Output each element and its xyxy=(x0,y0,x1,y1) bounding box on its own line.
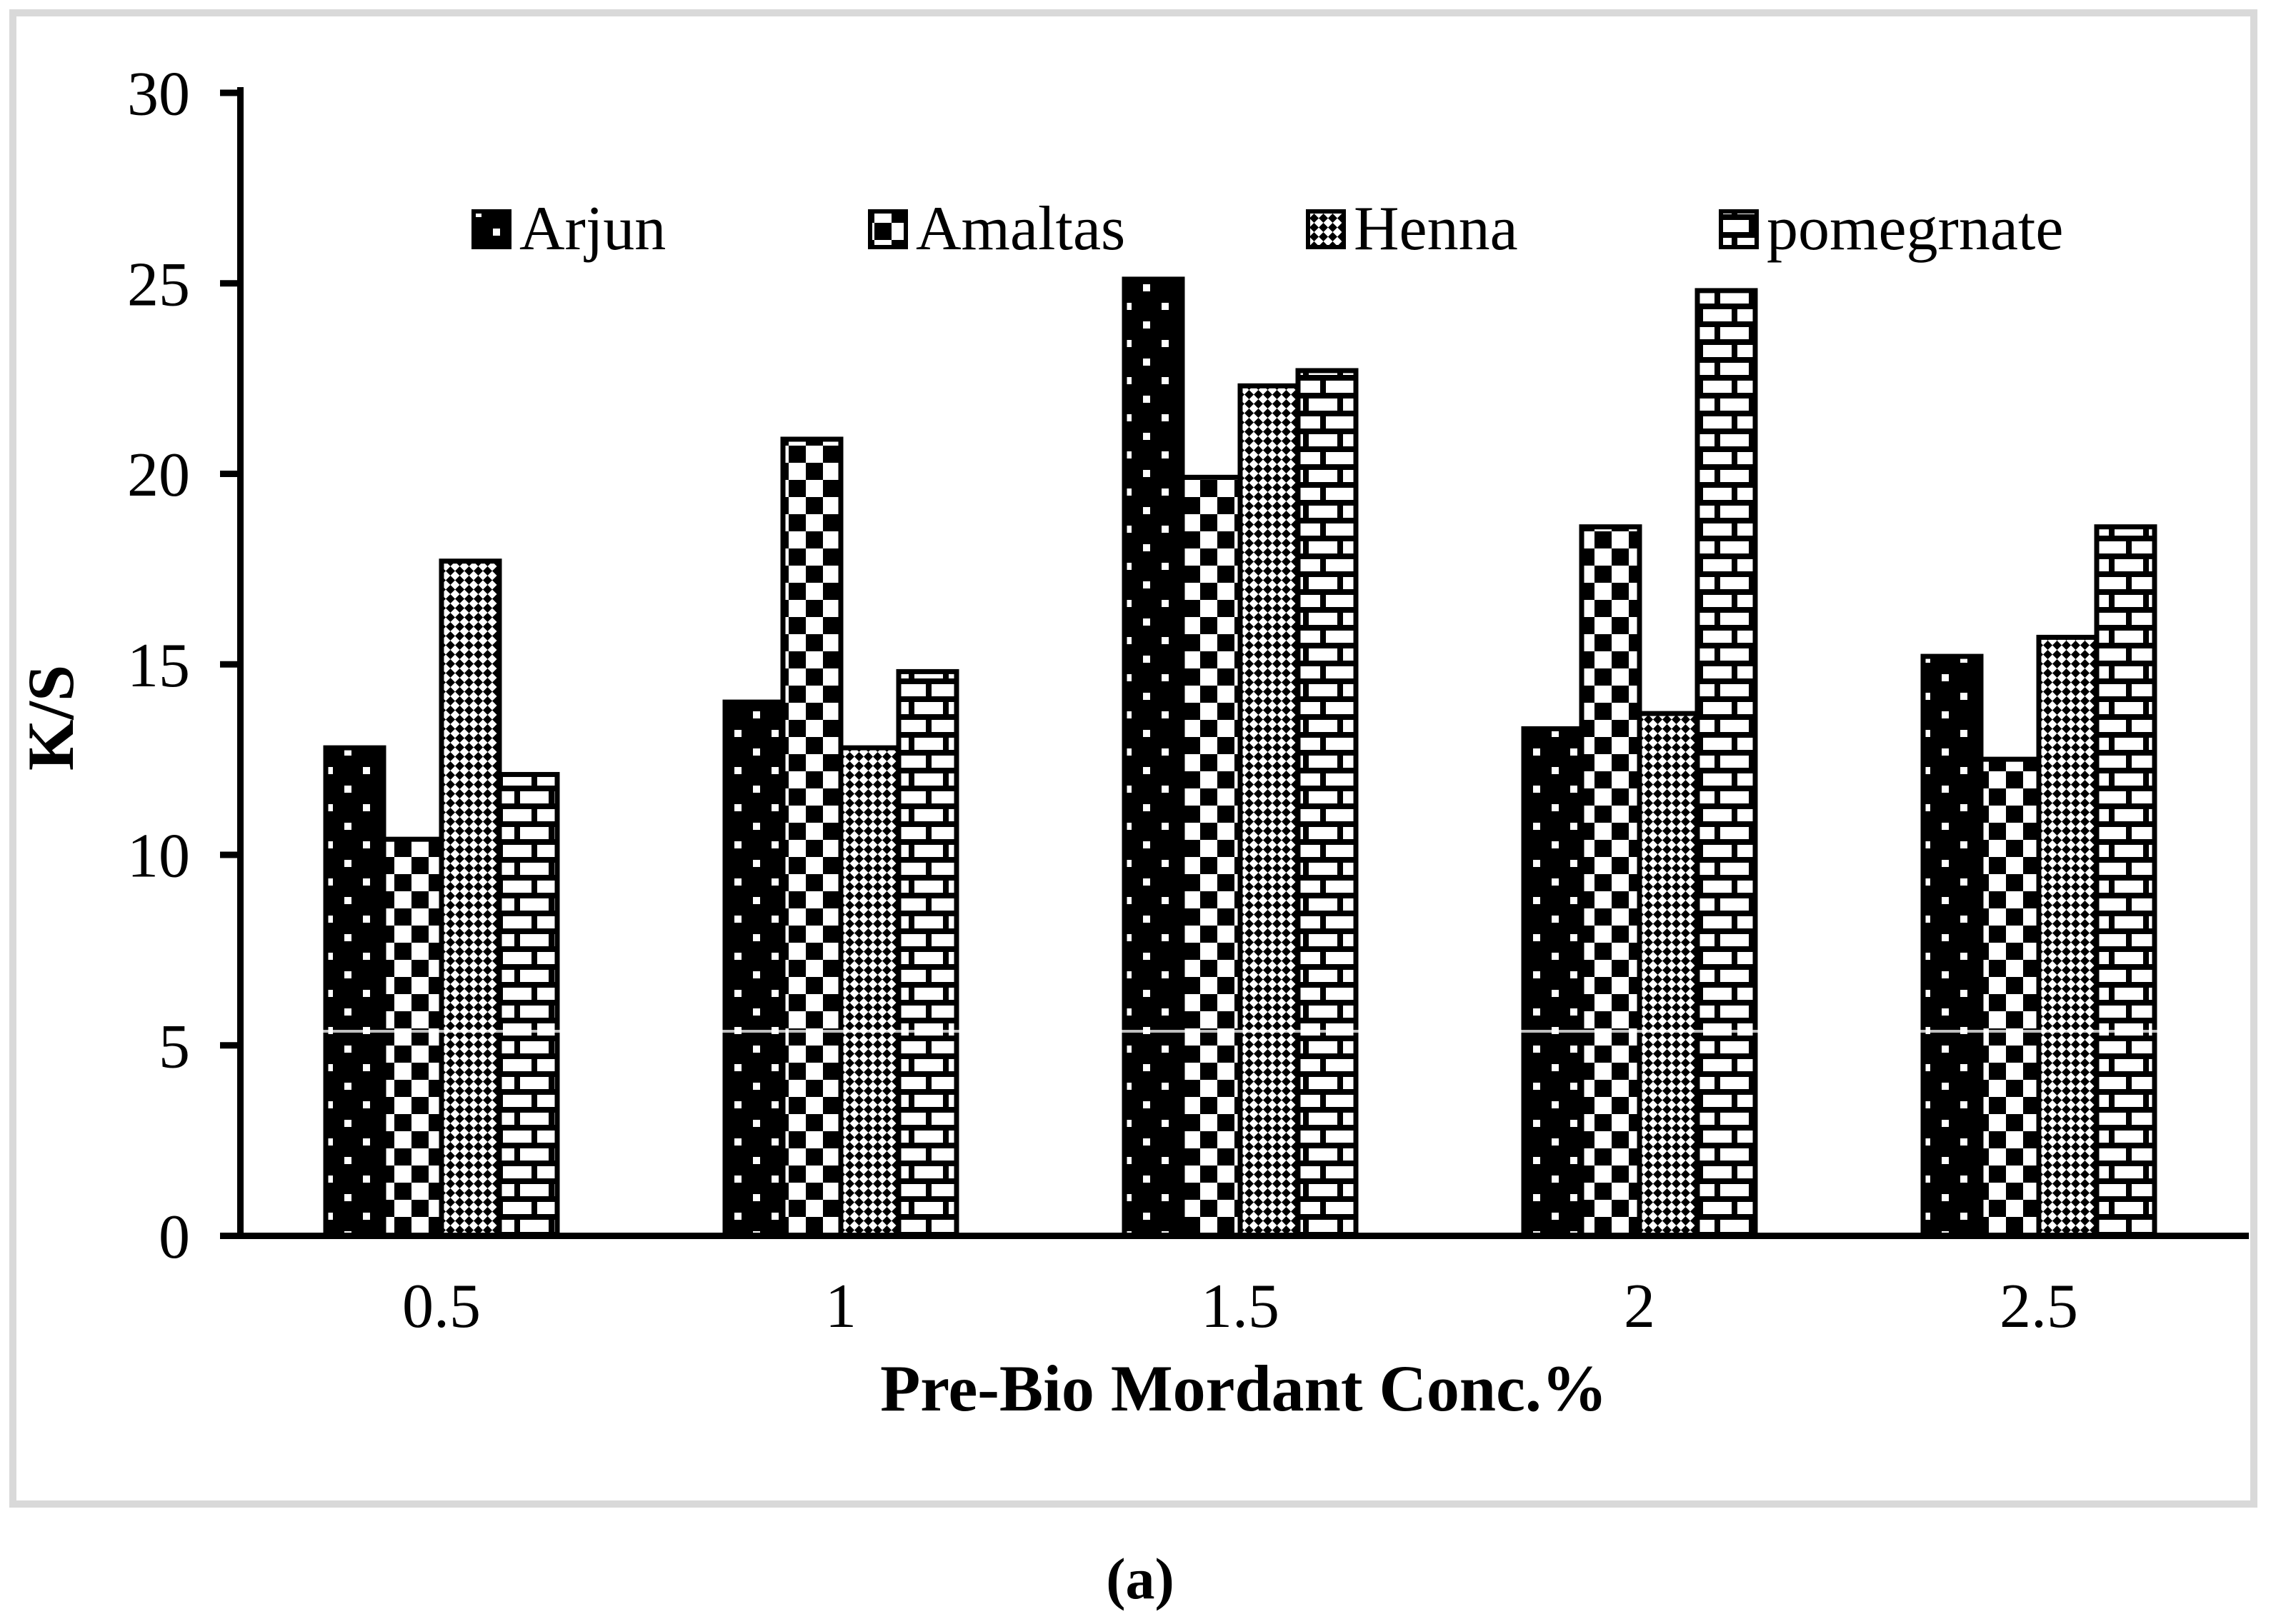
artifact-line xyxy=(319,1030,2162,1033)
x-tick-label: 0.5 xyxy=(402,1272,481,1341)
y-tick-label: 30 xyxy=(127,60,190,129)
legend-swatch-pomegrnate xyxy=(1719,209,1759,249)
y-tick xyxy=(220,1233,237,1239)
bar-Henna-1.5 xyxy=(1237,383,1301,1238)
x-tick-labels: 0.5 1 1.5 2 2.5 xyxy=(402,1272,2078,1341)
bar-Arjun-1 xyxy=(722,699,786,1238)
y-tick-label: 0 xyxy=(159,1203,190,1272)
y-tick-label: 10 xyxy=(127,822,190,891)
bar-Amaltas-1 xyxy=(780,436,844,1238)
legend-swatch-Henna xyxy=(1306,209,1346,249)
y-tick-label: 5 xyxy=(159,1012,190,1081)
y-tick-label: 15 xyxy=(127,631,190,701)
bar-Arjun-2 xyxy=(1521,726,1584,1238)
y-tick xyxy=(220,471,237,477)
x-tick-label: 1 xyxy=(825,1272,857,1341)
bars-group xyxy=(323,276,2157,1238)
bar-pomegrnate-2.5 xyxy=(2094,524,2157,1238)
bar-pomegrnate-0.5 xyxy=(496,771,560,1238)
y-tick xyxy=(220,280,237,287)
legend: Arjun Amaltas Henna pomegrnate xyxy=(471,194,2063,264)
y-tick-label: 20 xyxy=(127,441,190,510)
figure-caption: (a) xyxy=(1106,1546,1174,1611)
bar-Arjun-2.5 xyxy=(1920,653,1984,1238)
bar-pomegrnate-1 xyxy=(896,668,959,1238)
x-axis-title: Pre-Bio Mordant Conc.% xyxy=(880,1352,1607,1425)
y-axis-title: K/S xyxy=(14,665,87,771)
y-tick-labels: 0 5 10 15 20 25 30 xyxy=(127,60,190,1273)
legend-label-Henna: Henna xyxy=(1354,194,1518,264)
y-tick-label: 25 xyxy=(127,250,190,319)
bar-Amaltas-1.5 xyxy=(1179,474,1243,1238)
bar-pomegrnate-1.5 xyxy=(1295,368,1359,1238)
x-axis-line xyxy=(220,1233,2249,1239)
bar-pomegrnate-2 xyxy=(1694,288,1758,1238)
bar-Henna-1 xyxy=(838,745,902,1238)
x-tick-label: 1.5 xyxy=(1201,1272,1279,1341)
bar-Amaltas-2 xyxy=(1579,524,1642,1238)
legend-label-Amaltas: Amaltas xyxy=(916,194,1125,264)
legend-swatch-Amaltas xyxy=(868,209,908,249)
y-axis-line xyxy=(237,87,244,1238)
y-tick xyxy=(220,1042,237,1049)
bar-Amaltas-0.5 xyxy=(381,836,444,1238)
x-tick-label: 2 xyxy=(1624,1272,1655,1341)
bar-Henna-2 xyxy=(1637,711,1700,1238)
legend-swatch-Arjun xyxy=(471,209,511,249)
x-tick-label: 2.5 xyxy=(2000,1272,2078,1341)
bar-Amaltas-2.5 xyxy=(1978,756,2042,1238)
bar-Arjun-0.5 xyxy=(323,745,386,1238)
axes-group xyxy=(220,87,2249,1239)
y-tick xyxy=(220,851,237,858)
panel-border xyxy=(9,9,2257,1508)
y-tick xyxy=(220,89,237,96)
bar-Henna-0.5 xyxy=(439,558,502,1238)
bar-Arjun-1.5 xyxy=(1122,276,1185,1238)
bar-Henna-2.5 xyxy=(2036,634,2100,1238)
legend-label-Arjun: Arjun xyxy=(519,194,666,264)
scan-artifact-line xyxy=(319,1030,2162,1033)
y-tick xyxy=(220,661,237,668)
legend-label-pomegrnate: pomegrnate xyxy=(1767,194,2063,264)
